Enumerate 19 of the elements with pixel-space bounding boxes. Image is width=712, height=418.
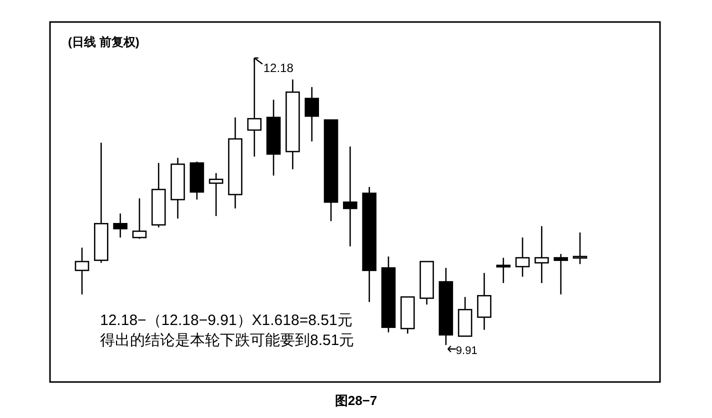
candlestick — [496, 257, 511, 284]
candlestick — [477, 272, 492, 330]
annotation: 得出的结论是本轮下跌可能要到8.51元 — [100, 332, 354, 349]
candlestick — [74, 247, 90, 296]
candlestick — [534, 226, 549, 284]
candlestick — [343, 146, 358, 248]
annotation: 12.18 — [263, 61, 294, 75]
annotation: 12.18−（12.18−9.91）X1.618=8.51元 — [100, 312, 352, 329]
candlestick — [132, 198, 147, 240]
candlestick — [554, 253, 568, 296]
candlestick — [304, 86, 319, 142]
annotation: 9.91 — [456, 345, 478, 357]
candlestick — [113, 212, 128, 238]
chart-title: (日线 前复权) — [68, 35, 140, 49]
candlestick — [247, 57, 262, 158]
candlestick — [572, 232, 588, 265]
candlestick — [208, 172, 224, 217]
caption: 图28−7 — [334, 393, 378, 408]
candlestick — [515, 236, 530, 278]
